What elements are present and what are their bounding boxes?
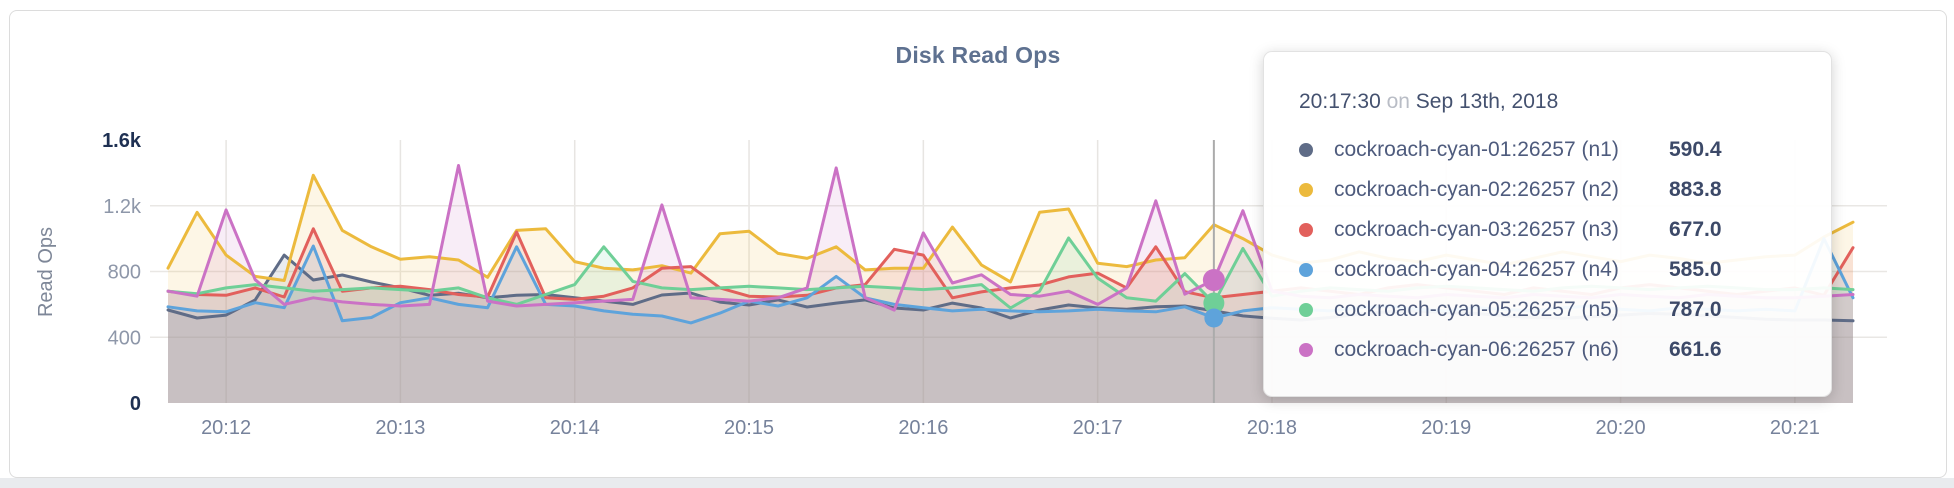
tooltip-header: 20:17:30 on Sep 13th, 2018 (1299, 88, 1831, 116)
y-axis-title: Read Ops (35, 227, 57, 317)
tooltip-row: cockroach-cyan-04:26257 (n4) 585.0 (1299, 250, 1831, 290)
tooltip-row: cockroach-cyan-03:26257 (n3) 677.0 (1299, 210, 1831, 250)
tooltip-time: 20:17:30 (1299, 90, 1381, 113)
series-name: cockroach-cyan-01:26257 (n1) (1334, 138, 1619, 161)
y-tick-label: 1.2k (103, 196, 142, 218)
series-color-dot-icon (1299, 343, 1313, 357)
hover-dot (1204, 308, 1224, 328)
tooltip-row: cockroach-cyan-05:26257 (n5) 787.0 (1299, 290, 1831, 330)
x-tick-label: 20:14 (550, 417, 600, 439)
x-tick-label: 20:18 (1247, 417, 1297, 439)
tooltip-row: cockroach-cyan-01:26257 (n1) 590.4 (1299, 130, 1831, 170)
tooltip-on-word: on (1386, 90, 1410, 113)
series-name: cockroach-cyan-05:26257 (n5) (1334, 298, 1619, 321)
x-tick-label: 20:19 (1421, 417, 1471, 439)
y-tick-label: 1.6k (102, 130, 142, 152)
series-value: 585.0 (1669, 258, 1722, 281)
x-tick-label: 20:21 (1770, 417, 1820, 439)
x-tick-label: 20:15 (724, 417, 774, 439)
series-name: cockroach-cyan-03:26257 (n3) (1334, 218, 1619, 241)
y-tick-label: 800 (108, 262, 141, 284)
tooltip-row: cockroach-cyan-06:26257 (n6) 661.6 (1299, 330, 1831, 370)
series-name: cockroach-cyan-02:26257 (n2) (1334, 178, 1619, 201)
hover-dot (1202, 269, 1225, 292)
x-tick-label: 20:16 (898, 417, 948, 439)
y-tick-label: 400 (108, 327, 141, 349)
series-value: 883.8 (1669, 178, 1722, 201)
series-color-dot-icon (1299, 263, 1313, 277)
x-tick-label: 20:17 (1073, 417, 1123, 439)
tooltip-row: cockroach-cyan-02:26257 (n2) 883.8 (1299, 170, 1831, 210)
x-tick-label: 20:12 (201, 417, 251, 439)
series-value: 677.0 (1669, 218, 1722, 241)
series-color-dot-icon (1299, 303, 1313, 317)
series-value: 787.0 (1669, 298, 1722, 321)
series-name: cockroach-cyan-04:26257 (n4) (1334, 258, 1619, 281)
tooltip-date: Sep 13th, 2018 (1415, 90, 1559, 113)
series-name: cockroach-cyan-06:26257 (n6) (1334, 338, 1619, 361)
x-tick-label: 20:13 (375, 417, 425, 439)
series-color-dot-icon (1299, 183, 1313, 197)
tooltip-rows: cockroach-cyan-01:26257 (n1) 590.4 cockroa… (1299, 130, 1831, 370)
series-color-dot-icon (1299, 223, 1313, 237)
hover-dot (1203, 292, 1225, 314)
hover-tooltip: 20:17:30 on Sep 13th, 2018 cockroach-cya… (1263, 51, 1832, 397)
page-bottom-strip (0, 478, 1954, 488)
series-value: 590.4 (1669, 138, 1722, 161)
series-color-dot-icon (1299, 143, 1313, 157)
chart-title: Disk Read Ops (895, 42, 1061, 68)
x-tick-label: 20:20 (1596, 417, 1646, 439)
series-value: 661.6 (1669, 338, 1722, 361)
y-tick-label: 0 (130, 393, 141, 415)
